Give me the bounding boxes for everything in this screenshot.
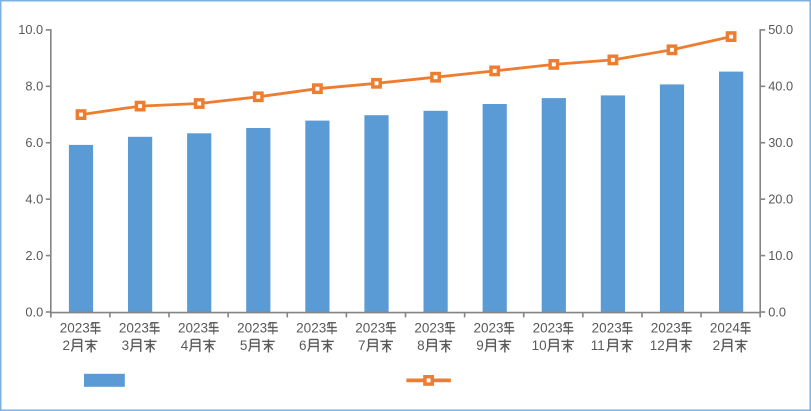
svg-text:2023: 2023 (414, 321, 444, 336)
svg-text:12: 12 (650, 338, 665, 353)
svg-text:2023: 2023 (119, 321, 149, 336)
svg-text:4.0: 4.0 (25, 191, 43, 206)
svg-text:8.0: 8.0 (25, 79, 43, 94)
svg-text:2: 2 (713, 338, 721, 353)
svg-text:50.0: 50.0 (768, 22, 793, 37)
svg-text:10.0: 10.0 (18, 22, 43, 37)
svg-text:2023: 2023 (651, 321, 681, 336)
svg-text:0.0: 0.0 (25, 304, 43, 319)
svg-text:40.0: 40.0 (768, 79, 793, 94)
svg-text:6: 6 (299, 338, 307, 353)
svg-text:3: 3 (122, 338, 130, 353)
svg-text:2023: 2023 (533, 321, 563, 336)
svg-text:10: 10 (532, 338, 547, 353)
svg-text:10.0: 10.0 (768, 248, 793, 263)
svg-text:5: 5 (240, 338, 248, 353)
svg-text:9: 9 (476, 338, 484, 353)
svg-text:2023: 2023 (296, 321, 326, 336)
svg-text:6.0: 6.0 (25, 135, 43, 150)
svg-text:11: 11 (591, 338, 605, 353)
svg-text:2: 2 (63, 338, 71, 353)
svg-text:2023: 2023 (355, 321, 385, 336)
svg-text:2024: 2024 (710, 321, 741, 336)
svg-text:2023: 2023 (592, 321, 622, 336)
svg-text:30.0: 30.0 (768, 135, 793, 150)
svg-text:0.0: 0.0 (768, 304, 786, 319)
svg-text:4: 4 (181, 338, 189, 353)
svg-text:2023: 2023 (178, 321, 208, 336)
svg-text:7: 7 (358, 338, 366, 353)
svg-text:8: 8 (417, 338, 425, 353)
svg-text:2.0: 2.0 (25, 248, 43, 263)
svg-text:2023: 2023 (473, 321, 503, 336)
svg-text:2023: 2023 (237, 321, 267, 336)
svg-text:20.0: 20.0 (768, 191, 793, 206)
svg-text:2023: 2023 (60, 321, 90, 336)
